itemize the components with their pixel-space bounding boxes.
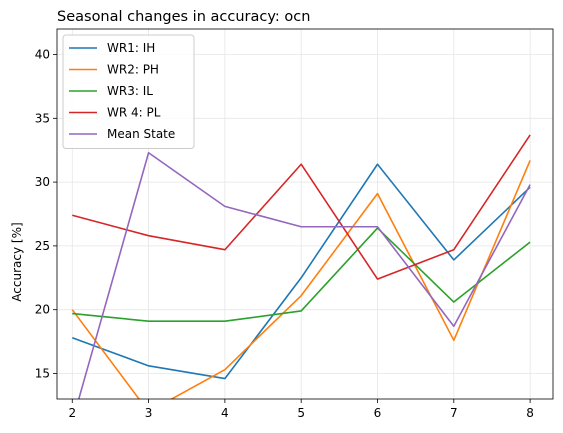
- series-line-0: [71, 163, 531, 380]
- plot-area: [71, 134, 531, 399]
- legend-label: WR2: PH: [107, 63, 159, 77]
- series-line-2: [72, 227, 531, 322]
- legend-box: [62, 34, 195, 149]
- y-tick-label: 15: [35, 366, 50, 380]
- x-tick-label: 6: [374, 406, 382, 420]
- x-tick-label: 5: [297, 406, 305, 420]
- y-axis-label: Accuracy [%]: [10, 222, 24, 301]
- chart-title: Seasonal changes in accuracy: ocn: [57, 9, 310, 25]
- x-tick-label: 3: [145, 406, 153, 420]
- y-tick-label: 35: [35, 111, 50, 125]
- x-tick-label: 8: [526, 406, 534, 420]
- axes: 2 3 4 5 6 7 8 15 20 25 30 35 40: [35, 28, 554, 420]
- x-tick-label: 4: [221, 406, 229, 420]
- series-line-1: [71, 160, 531, 399]
- legend-label: WR1: IH: [107, 41, 155, 55]
- series-line-4: [77, 151, 531, 399]
- series-line-3: [72, 134, 531, 280]
- legend-label: WR 4: PL: [107, 106, 161, 120]
- y-tick-label: 20: [35, 303, 50, 317]
- legend-label: Mean State: [107, 127, 175, 141]
- y-tick-label: 25: [35, 239, 50, 253]
- legend: WR1: IH WR2: PH WR3: IL WR 4: PL Mean State: [62, 34, 195, 149]
- y-tick-label: 30: [35, 175, 50, 189]
- legend-label: WR3: IL: [107, 84, 153, 98]
- y-tick-label: 40: [35, 48, 50, 62]
- x-tick-label: 2: [68, 406, 76, 420]
- axes-frame: [56, 28, 554, 400]
- x-tick-label: 7: [450, 406, 458, 420]
